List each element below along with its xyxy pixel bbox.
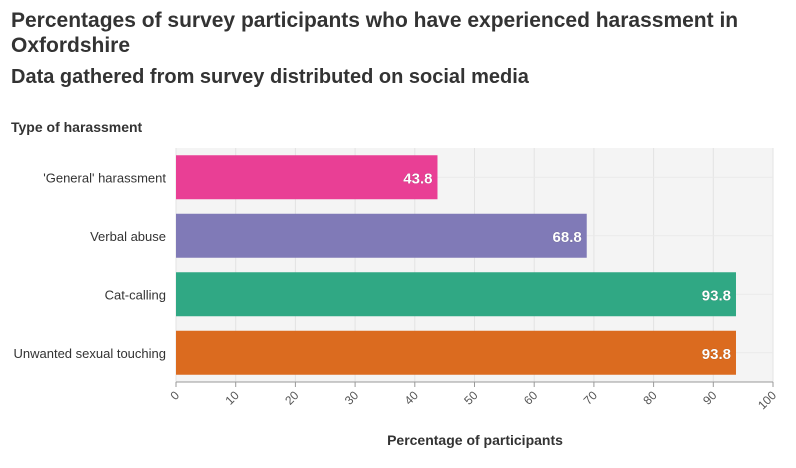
- category-axis-title: Type of harassment: [11, 119, 143, 135]
- x-tick-label: 10: [222, 388, 242, 408]
- x-tick-label: 70: [581, 388, 601, 408]
- chart-title: Percentages of survey participants who h…: [11, 9, 739, 57]
- category-label: Unwanted sexual touching: [14, 346, 167, 361]
- bars-group: 43.8 68.8 93.8 93.8: [176, 155, 736, 375]
- bar: [176, 213, 587, 258]
- category-labels: 'General' harassment Verbal abuse Cat-call…: [14, 170, 167, 361]
- x-axis-title: Percentage of participants: [387, 432, 563, 448]
- x-tick-label: 60: [521, 388, 541, 408]
- x-tick-labels: 0 10 20 30 40 50 60 70 80 90 100: [167, 382, 779, 412]
- x-tick-label: 30: [342, 388, 362, 408]
- x-tick-label: 0: [167, 388, 182, 403]
- bar-value-label: 43.8: [403, 170, 432, 187]
- x-tick-label: 20: [282, 388, 302, 408]
- x-tick-label: 90: [700, 388, 720, 408]
- category-label: 'General' harassment: [43, 170, 166, 185]
- x-tick-label: 100: [755, 388, 779, 412]
- chart-subtitle: Data gathered from survey distributed on…: [11, 66, 529, 88]
- category-label: Verbal abuse: [90, 229, 166, 244]
- bar-value-label: 93.8: [702, 346, 731, 363]
- category-label: Cat-calling: [105, 287, 166, 302]
- x-tick-label: 40: [402, 388, 422, 408]
- bar: [176, 272, 736, 317]
- bar-value-label: 68.8: [553, 229, 582, 246]
- bar: [176, 155, 438, 200]
- x-tick-label: 50: [461, 388, 481, 408]
- bar: [176, 330, 736, 375]
- x-tick-label: 80: [640, 388, 660, 408]
- bar-value-label: 93.8: [702, 287, 731, 304]
